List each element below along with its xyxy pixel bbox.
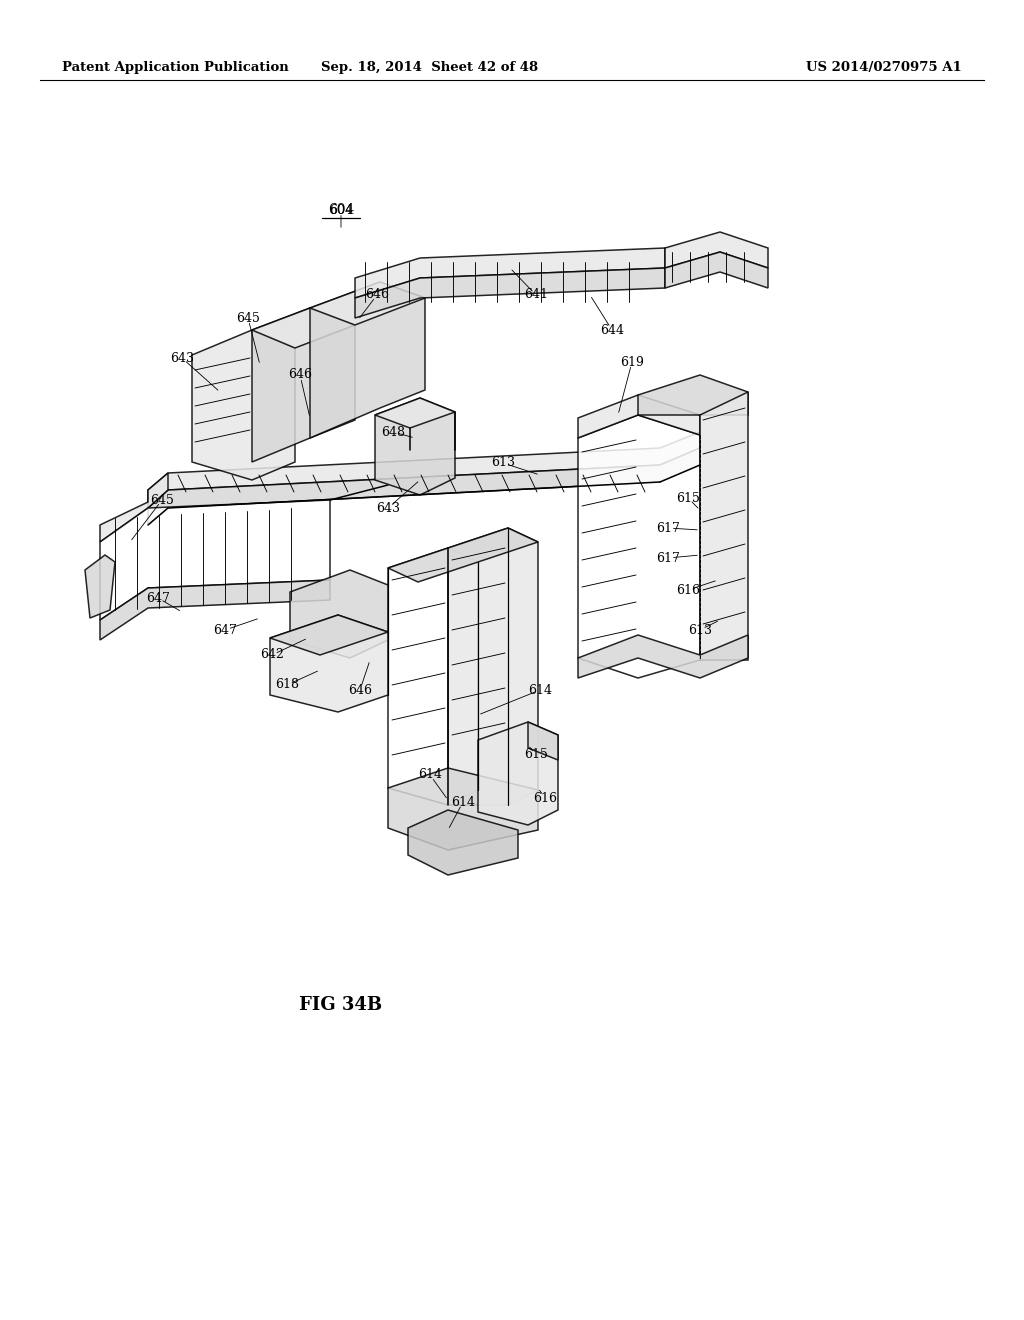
Text: US 2014/0270975 A1: US 2014/0270975 A1	[806, 62, 962, 74]
Text: 643: 643	[376, 502, 400, 515]
Text: 615: 615	[676, 491, 700, 504]
Text: Patent Application Publication: Patent Application Publication	[62, 62, 289, 74]
Text: 644: 644	[600, 323, 624, 337]
Polygon shape	[578, 395, 700, 438]
Polygon shape	[578, 414, 700, 678]
Polygon shape	[252, 308, 355, 462]
Polygon shape	[270, 615, 388, 655]
Polygon shape	[638, 375, 748, 414]
Polygon shape	[290, 570, 388, 657]
Text: 647: 647	[213, 623, 237, 636]
Polygon shape	[528, 722, 558, 760]
Polygon shape	[449, 528, 538, 805]
Text: 604: 604	[329, 203, 353, 216]
Text: 647: 647	[146, 591, 170, 605]
Text: 646: 646	[288, 368, 312, 381]
Polygon shape	[100, 579, 330, 640]
Polygon shape	[665, 252, 768, 288]
Text: 642: 642	[260, 648, 284, 661]
Text: 643: 643	[170, 351, 194, 364]
Text: 617: 617	[656, 552, 680, 565]
Polygon shape	[700, 392, 748, 660]
Polygon shape	[310, 282, 425, 325]
Text: 618: 618	[275, 678, 299, 692]
Text: 604: 604	[328, 203, 354, 216]
Polygon shape	[310, 282, 425, 438]
Polygon shape	[375, 399, 455, 495]
Polygon shape	[388, 768, 538, 850]
Polygon shape	[100, 500, 330, 620]
Text: 616: 616	[534, 792, 557, 804]
Text: 616: 616	[676, 583, 700, 597]
Text: 646: 646	[365, 289, 389, 301]
Polygon shape	[252, 308, 355, 348]
Polygon shape	[355, 268, 665, 318]
Polygon shape	[355, 248, 665, 298]
Polygon shape	[100, 473, 168, 543]
Polygon shape	[478, 722, 558, 825]
Text: 614: 614	[528, 684, 552, 697]
Text: 619: 619	[621, 355, 644, 368]
Text: 613: 613	[490, 457, 515, 470]
Text: FIG 34B: FIG 34B	[299, 997, 383, 1014]
Polygon shape	[408, 810, 518, 875]
Polygon shape	[388, 548, 478, 805]
Text: 641: 641	[524, 289, 548, 301]
Text: 617: 617	[656, 521, 680, 535]
Text: 614: 614	[451, 796, 475, 808]
Text: 646: 646	[348, 684, 372, 697]
Polygon shape	[85, 554, 115, 618]
Polygon shape	[148, 447, 700, 525]
Text: 645: 645	[151, 494, 174, 507]
Text: 614: 614	[418, 768, 442, 781]
Polygon shape	[388, 528, 538, 582]
Text: 613: 613	[688, 623, 712, 636]
Polygon shape	[578, 635, 748, 678]
Polygon shape	[148, 432, 700, 508]
Polygon shape	[665, 232, 768, 268]
Polygon shape	[375, 399, 455, 428]
Polygon shape	[193, 330, 295, 480]
Polygon shape	[270, 615, 388, 711]
Text: 615: 615	[524, 748, 548, 762]
Text: 648: 648	[381, 425, 406, 438]
Text: Sep. 18, 2014  Sheet 42 of 48: Sep. 18, 2014 Sheet 42 of 48	[322, 62, 539, 74]
Text: 645: 645	[237, 312, 260, 325]
